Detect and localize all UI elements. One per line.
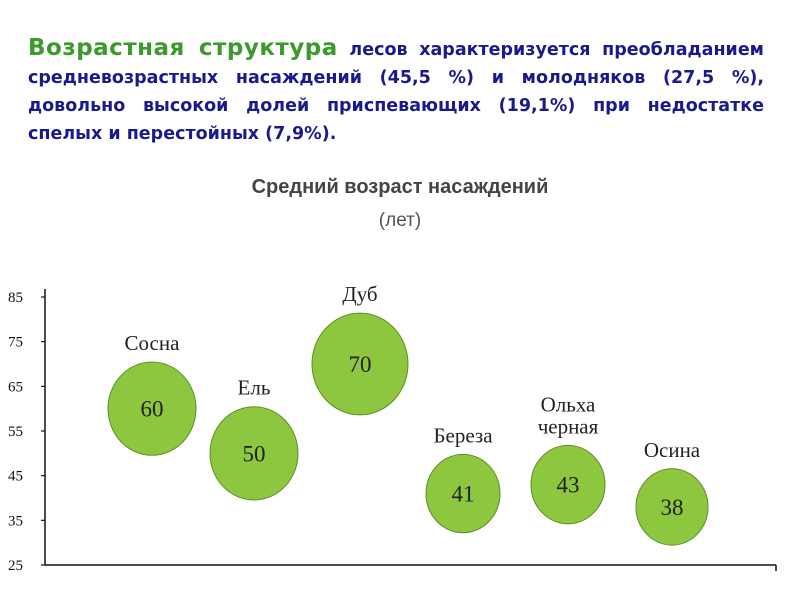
y-tick-label: 55 [8, 424, 23, 440]
category-label: Дуб [342, 282, 377, 306]
category-label: Ель [238, 376, 271, 400]
bubble-value-label: 60 [141, 397, 164, 422]
intro-text: Возрастная структура лесов характеризует… [28, 34, 764, 148]
bubble [530, 444, 606, 525]
bubble [209, 406, 299, 501]
y-tick-label: 65 [8, 379, 23, 395]
y-tick-label: 75 [8, 335, 23, 351]
category-label: черная [538, 414, 599, 438]
category-label: Осина [644, 438, 701, 462]
bubble [107, 361, 197, 456]
bubble [635, 468, 709, 546]
chart-subtitle: (лет) [378, 210, 422, 231]
y-tick-label: 35 [8, 513, 23, 529]
y-tick-label: 25 [8, 558, 23, 574]
category-label: Береза [433, 423, 493, 447]
intro-lead: Возрастная структура [28, 35, 338, 61]
y-tick-label: 85 [8, 290, 23, 306]
bubble [311, 312, 409, 416]
category-label: Ольха [541, 392, 596, 416]
bubble-value-label: 43 [557, 473, 580, 498]
bubble-value-label: 50 [243, 441, 266, 466]
bubble-value-label: 38 [661, 495, 684, 520]
bubble [425, 453, 501, 534]
chart-title: Средний возраст насаждений [251, 176, 549, 198]
y-tick-label: 45 [8, 469, 23, 485]
intro-rest: лесов характеризуется преобладанием сред… [28, 40, 764, 144]
bubble-value-label: 70 [349, 352, 372, 377]
category-label: Сосна [125, 331, 181, 355]
bubble-value-label: 41 [452, 482, 475, 507]
